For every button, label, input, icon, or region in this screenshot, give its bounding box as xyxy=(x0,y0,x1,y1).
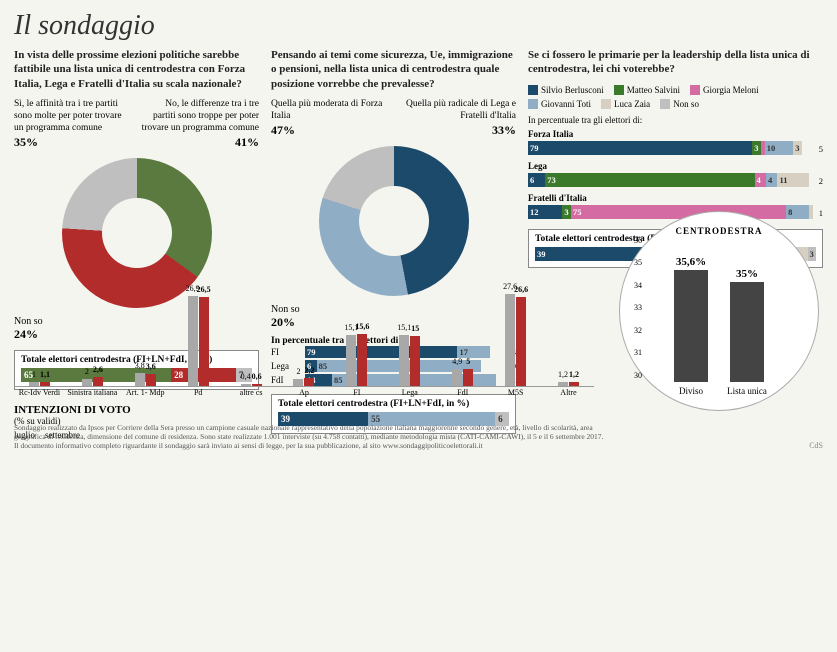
footnote: Sondaggio realizzato da Ipsos per Corrie… xyxy=(14,423,607,450)
page-title: Il sondaggio xyxy=(14,10,823,42)
source-tag: CdS xyxy=(809,441,823,450)
q1-text: In vista delle prossime elezioni politic… xyxy=(14,48,259,91)
q1-opt-yes: Sì, le affinità tra i tre partiti sono m… xyxy=(14,99,132,135)
q1-opt-no: No, le differenze tra i tre partiti sono… xyxy=(141,99,259,135)
q3-text: Se ci fossero le primarie per la leaders… xyxy=(528,48,823,77)
centrodestra-chart: CENTRODESTRA 36353433323130 35,6%Diviso3… xyxy=(619,211,819,411)
q2-opt-a: Quella più moderata di Forza Italia xyxy=(271,99,389,123)
q2-donut: Totale elettori xyxy=(319,146,469,296)
q2-text: Pensando ai temi come sicurezza, Ue, imm… xyxy=(271,48,516,91)
intenzioni-chart: 11,122,63,83,626,926,50,40,622,215,115,6… xyxy=(14,277,594,398)
q2-opt-b: Quella più radicale di Lega e Fratelli d… xyxy=(398,99,516,123)
